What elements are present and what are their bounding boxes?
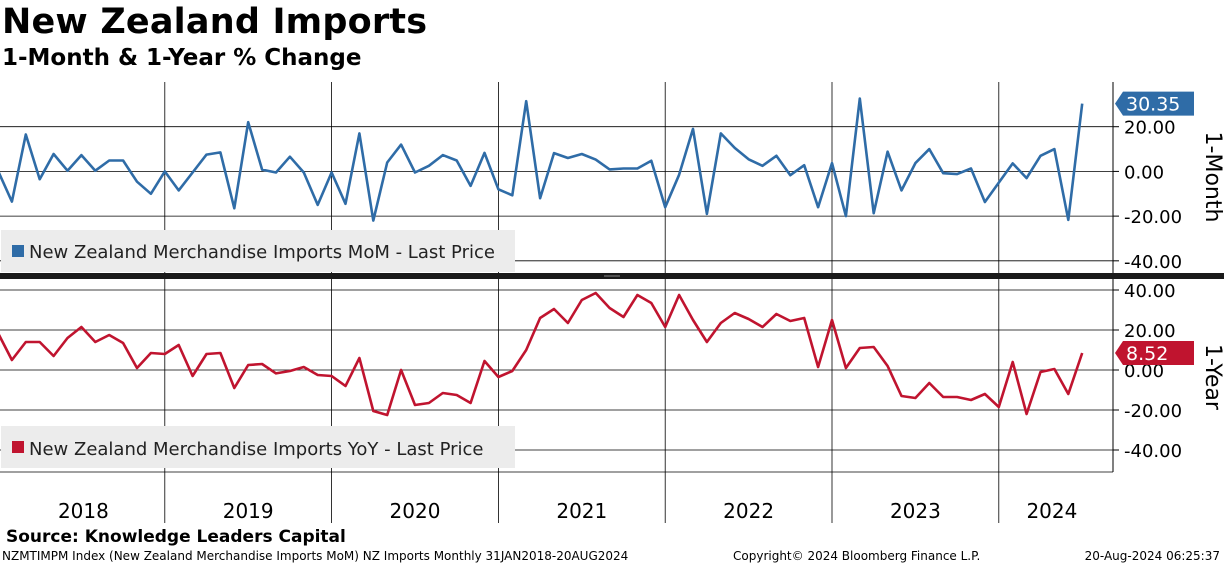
series-line xyxy=(0,97,1084,222)
y-tick-label: -20.00 xyxy=(1124,207,1182,228)
x-year-label: 2023 xyxy=(890,499,941,523)
y-tick-label: 40.00 xyxy=(1124,281,1176,302)
x-year-label: 2019 xyxy=(223,499,274,523)
axis-title: 1-Year xyxy=(1200,344,1224,411)
panel-1: -40.00 -20.00 0.00 20.00 40.00 New Zealand Me… xyxy=(0,281,1224,468)
panel-0: -40.00 -20.00 0.00 20.00 New Zealand Merchan… xyxy=(0,91,1224,273)
legend-swatch xyxy=(12,245,24,257)
last-value-tag xyxy=(1115,340,1194,365)
legend-label: New Zealand Merchandise Imports YoY - La… xyxy=(29,439,483,460)
footer-index-info: NZMTIMPM Index (New Zealand Merchandise … xyxy=(2,549,629,563)
y-tick-label: 20.00 xyxy=(1124,321,1176,342)
chart-subtitle: 1-Month & 1-Year % Change xyxy=(2,45,362,71)
x-year-label: 2021 xyxy=(556,499,607,523)
x-year-label: 2018 xyxy=(58,499,109,523)
y-tick-label: -40.00 xyxy=(1124,441,1182,462)
source-note: Source: Knowledge Leaders Capital xyxy=(6,527,346,547)
last-value-label: 30.35 xyxy=(1126,94,1180,116)
legend-box xyxy=(1,230,515,272)
series-line xyxy=(0,291,1084,417)
legend-swatch xyxy=(12,441,24,453)
last-value-label: 8.52 xyxy=(1126,343,1168,365)
chart-title: New Zealand Imports xyxy=(2,2,428,42)
legend-box xyxy=(1,426,515,468)
chart-canvas[interactable]: -40.00 -20.00 0.00 20.00 New Zealand Merchan… xyxy=(0,0,1224,530)
last-value-tag xyxy=(1115,91,1194,116)
y-tick-label: 0.00 xyxy=(1124,162,1164,183)
y-tick-label: 0.00 xyxy=(1124,361,1164,382)
legend-label: New Zealand Merchandise Imports MoM - La… xyxy=(29,242,495,263)
y-tick-label: 20.00 xyxy=(1124,118,1176,139)
x-year-label: 2022 xyxy=(723,499,774,523)
axis-title: 1-Month xyxy=(1200,132,1224,223)
footer-copyright: Copyright© 2024 Bloomberg Finance L.P. xyxy=(733,549,981,563)
y-tick-label: -20.00 xyxy=(1124,401,1182,422)
y-tick-label: -40.00 xyxy=(1124,252,1182,273)
x-year-label: 2024 xyxy=(1026,499,1077,523)
footer-timestamp: 20-Aug-2024 06:25:37 xyxy=(1084,549,1220,563)
x-year-label: 2020 xyxy=(390,499,441,523)
